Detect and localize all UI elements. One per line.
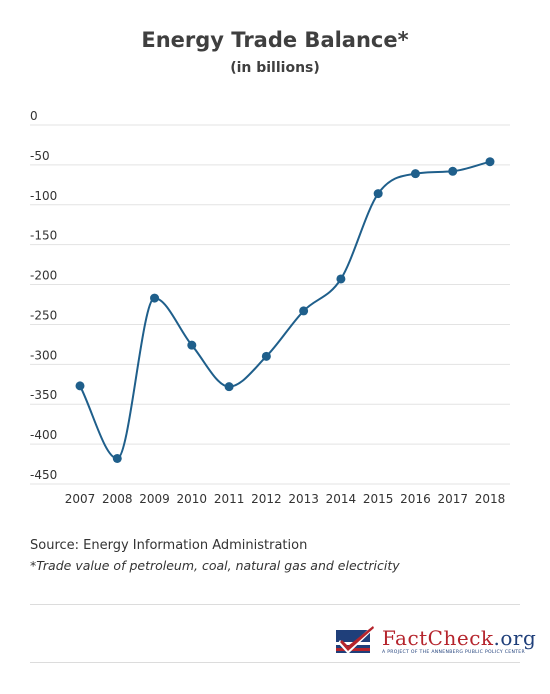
data-point (336, 274, 346, 284)
y-tick-label: -300 (30, 348, 57, 362)
y-tick-label: -350 (30, 388, 57, 402)
x-tick-label: 2008 (102, 492, 133, 506)
logo-wordmark: FactCheck.org (382, 626, 537, 650)
x-tick-label: 2011 (214, 492, 245, 506)
chart-subtitle: (in billions) (230, 60, 320, 76)
series-line (79, 160, 491, 460)
grid-lines (30, 124, 510, 485)
flag-check-icon (336, 624, 376, 656)
y-tick-labels: 0 -50 -100 -150 -200 -250 -300 -350 -400 -450 (30, 109, 57, 482)
data-point (485, 157, 495, 167)
y-tick-label: -400 (30, 428, 57, 442)
x-tick-label: 2015 (363, 492, 394, 506)
x-tick-label: 2013 (288, 492, 319, 506)
factcheck-logo: FactCheck.org A PROJECT OF THE ANNENBERG… (334, 622, 536, 662)
data-point (261, 351, 271, 361)
logo-tagline: A PROJECT OF THE ANNENBERG PUBLIC POLICY… (382, 650, 525, 655)
x-tick-label: 2014 (326, 492, 357, 506)
x-tick-label: 2012 (251, 492, 282, 506)
data-point (187, 340, 197, 350)
x-tick-label: 2007 (65, 492, 96, 506)
y-tick-label: -100 (30, 189, 57, 203)
x-tick-label: 2018 (475, 492, 506, 506)
chart-title: Energy Trade Balance* (141, 28, 409, 52)
x-tick-label: 2010 (177, 492, 208, 506)
y-tick-label: -50 (30, 149, 50, 163)
data-point (410, 169, 420, 179)
y-tick-label: -150 (30, 229, 57, 243)
data-point (448, 166, 458, 176)
y-tick-label: 0 (30, 109, 38, 123)
x-tick-labels: 2007 2008 2009 2010 2011 2012 2013 2014 2015 2016… (65, 492, 506, 506)
y-tick-label: -450 (30, 468, 57, 482)
line-chart: 0 -50 -100 -150 -200 -250 -300 -350 -400 -450 200… (30, 109, 510, 506)
divider-bottom (30, 662, 520, 663)
data-point (373, 189, 383, 199)
y-tick-label: -200 (30, 269, 57, 283)
x-tick-label: 2017 (437, 492, 468, 506)
source-text: Source: Energy Information Administratio… (30, 538, 308, 553)
divider-top (30, 604, 520, 605)
y-tick-label: -250 (30, 308, 57, 322)
data-point (112, 453, 122, 463)
data-point (224, 382, 234, 392)
data-point (299, 306, 309, 316)
data-point (75, 381, 85, 391)
x-tick-label: 2016 (400, 492, 431, 506)
data-points (75, 157, 495, 463)
data-point (150, 293, 160, 303)
x-tick-label: 2009 (139, 492, 170, 506)
footnote-text: *Trade value of petroleum, coal, natural… (30, 558, 400, 573)
